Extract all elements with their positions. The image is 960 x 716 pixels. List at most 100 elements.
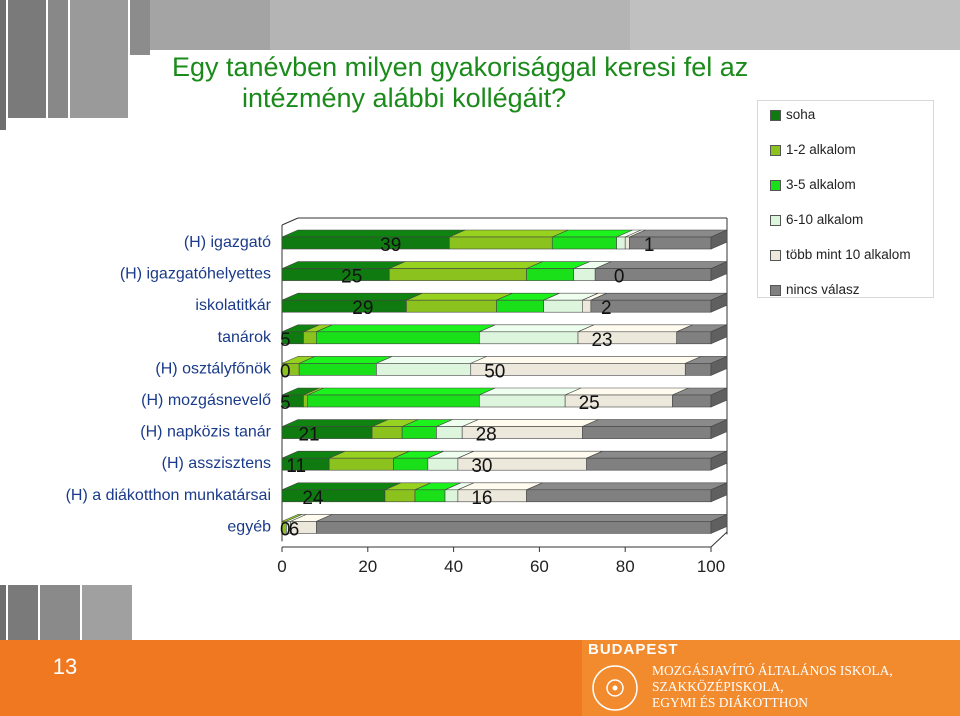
category-label: (H) asszisztens: [162, 455, 271, 472]
data-label: 0: [280, 519, 291, 540]
chart-title: Egy tanévben milyen gyakorisággal keresi…: [172, 52, 912, 114]
category-label: tanárok: [218, 329, 272, 346]
data-label: 5: [280, 393, 291, 414]
bar-segment: [581, 299, 592, 313]
legend: soha 1-2 alkalom 3-5 alkalom 6-10 alkalo…: [757, 100, 934, 298]
bar-segment: [307, 394, 480, 408]
legend-label: nincs válasz: [786, 282, 860, 297]
category-label: (H) osztályfőnök: [155, 360, 272, 377]
school-name: MOZGÁSJAVÍTÓ ÁLTALÁNOS ISKOLA, SZAKKÖZÉP…: [652, 663, 893, 711]
bar-segment: [401, 426, 437, 439]
bar-segment: [406, 299, 497, 313]
bar-segment: [436, 426, 463, 439]
data-label: 25: [579, 393, 600, 414]
bar-segment: [479, 394, 566, 408]
bar-segment-top: [479, 324, 595, 333]
bar-segment: [581, 426, 712, 439]
school-name-line-2: SZAKKÖZÉPISKOLA,: [652, 679, 784, 694]
x-tick-label: 0: [277, 557, 286, 576]
bar-segment: [672, 394, 712, 408]
school-name-line-3: EGYMI ÉS DIÁKOTTHON: [652, 695, 808, 710]
bar-end-cap: [710, 450, 728, 471]
bar-segment: [573, 268, 596, 281]
legend-swatch: [770, 110, 781, 121]
bar-segment-top: [376, 356, 487, 364]
title-line-1: Egy tanévben milyen gyakorisággal keresi…: [172, 52, 749, 82]
data-label: 23: [591, 330, 612, 351]
category-label: iskolatitkár: [195, 297, 271, 314]
bar-segment: [526, 268, 575, 281]
bar-segment-top: [582, 419, 728, 427]
category-label: (H) mozgásnevelő: [141, 392, 271, 409]
category-label: (H) napközis tanár: [140, 424, 271, 441]
data-label: 0: [614, 267, 625, 288]
legend-swatch: [770, 145, 781, 156]
bar-segment: [414, 489, 446, 503]
bar-segment: [393, 457, 429, 471]
data-label: 30: [471, 456, 492, 477]
bar-segment-top: [479, 387, 582, 396]
bar-end-cap: [710, 387, 728, 408]
bar-segment-top: [389, 261, 543, 269]
x-tick-label: 100: [697, 557, 725, 576]
bar-segment-top: [316, 324, 496, 333]
bar-end-cap: [710, 229, 728, 250]
legend-swatch: [770, 250, 781, 261]
legend-label: 6-10 alkalom: [786, 212, 864, 227]
bar-segment-top: [281, 482, 402, 491]
school-name-line-1: MOZGÁSJAVÍTÓ ÁLTALÁNOS ISKOLA,: [652, 663, 893, 678]
bar-segment: [479, 331, 579, 345]
category-label: egyéb: [227, 518, 271, 535]
school-seal-logo: [592, 665, 638, 711]
legend-swatch: [770, 180, 781, 191]
bar-segment-top: [526, 482, 728, 491]
data-label: 24: [302, 488, 324, 509]
bar-segment: [281, 268, 390, 281]
bar-end-cap: [710, 355, 728, 376]
legend-label: 3-5 alkalom: [786, 177, 856, 192]
bar-segment: [594, 268, 712, 281]
bar-segment: [384, 489, 416, 503]
bar-segment: [303, 331, 317, 345]
bar-segment: [316, 521, 712, 534]
bar-end-cap: [710, 261, 728, 282]
bar-end-cap: [710, 292, 728, 313]
data-label: 0: [280, 361, 291, 382]
decorative-gray-stripes-left: [0, 0, 150, 640]
x-tick-label: 60: [530, 557, 549, 576]
bar-segment-top: [449, 229, 569, 238]
bar-segment: [444, 489, 459, 503]
data-label: 29: [352, 298, 373, 319]
category-label: (H) igazgatóhelyettes: [120, 266, 271, 283]
x-tick-label: 40: [444, 557, 463, 576]
x-axis-depth-line: [710, 531, 728, 548]
bar-segment: [676, 331, 712, 345]
page-number: 13: [52, 654, 78, 679]
bar-segment: [281, 489, 386, 503]
category-label: (H) a diákotthon munkatársai: [66, 487, 271, 504]
bar-end-cap: [710, 324, 728, 345]
legend-label: több mint 10 alkalom: [786, 247, 911, 262]
bar-segment-top: [281, 229, 466, 238]
data-label: 21: [298, 425, 319, 446]
bar-segment: [629, 236, 712, 250]
bar-segment-top: [307, 387, 496, 396]
decorative-gray-band-top: [150, 0, 960, 50]
bar-segment: [281, 426, 373, 439]
bar-segment: [526, 489, 712, 503]
legend-label: 1-2 alkalom: [786, 142, 856, 157]
bar-segment: [586, 457, 712, 471]
data-label: 1: [644, 235, 655, 256]
bar-segment: [281, 236, 450, 250]
x-tick-label: 80: [616, 557, 635, 576]
bar-segment: [684, 363, 712, 376]
data-label: 25: [341, 267, 362, 288]
legend-swatch: [770, 215, 781, 226]
bar-segment: [427, 457, 459, 471]
bar-segment-top: [586, 450, 728, 459]
data-label: 28: [476, 425, 497, 446]
data-label: 11: [286, 456, 306, 477]
legend-swatch: [770, 285, 781, 296]
data-label: 39: [380, 235, 401, 256]
